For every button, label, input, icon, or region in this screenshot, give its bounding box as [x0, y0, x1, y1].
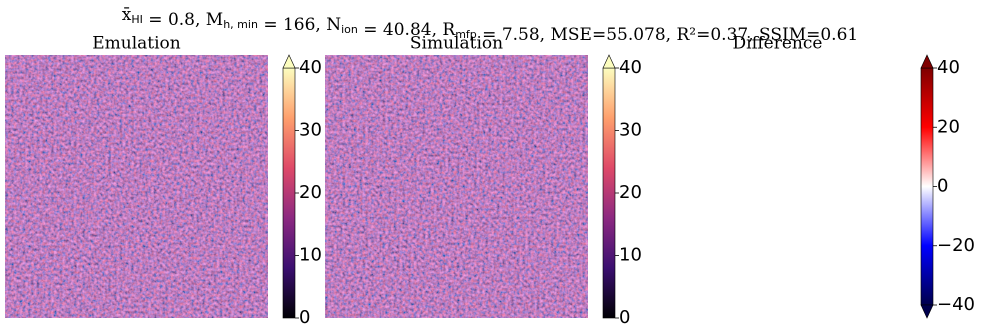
colorbar-tick-label: 0 [619, 307, 630, 327]
colorbar-tick-label: 20 [619, 182, 642, 203]
colorbar-tick-label: 10 [619, 245, 642, 266]
panel-title: Difference [733, 34, 823, 54]
colorbar-tick-label: 30 [299, 120, 322, 141]
colorbar-tick-label: 40 [619, 57, 642, 78]
panel-title: Simulation [410, 34, 503, 54]
panel-title: Emulation [92, 34, 181, 54]
title-text: = 7.58, MSE=55.078, R²=0.37, SSIM=0.61 [477, 25, 858, 45]
colorbar-tick-label: 0 [937, 176, 948, 197]
title-subscript: HI [131, 13, 143, 26]
colorbar-extend-top [602, 54, 616, 69]
colorbar-extend-top [282, 54, 296, 69]
title-subscript: mfp [455, 28, 477, 41]
colorbar-tick-label: 0 [299, 307, 310, 327]
colorbar [920, 67, 934, 306]
heatmap-texture [325, 55, 588, 318]
heatmap-image [645, 55, 910, 318]
colorbar-extend-bottom [920, 304, 934, 319]
colorbar [602, 67, 616, 319]
heatmap-texture [5, 55, 268, 318]
colorbar-tick-label: 10 [299, 245, 322, 266]
title-text: = 166, N [258, 15, 341, 35]
colorbar [282, 67, 296, 319]
colorbar-tick-label: 30 [619, 120, 642, 141]
title-text: x̄ [122, 5, 132, 25]
colorbar-tick-label: 20 [299, 182, 322, 203]
chart-title: x̄HI = 0.8, Mh, min = 166, Nion = 40.84,… [122, 5, 858, 45]
colorbar-extend-top [920, 54, 934, 69]
title-subscript: h, min [223, 18, 258, 31]
colorbar-tick-label: 40 [937, 57, 960, 78]
colorbar-tick-label: 40 [299, 57, 322, 78]
title-text: = 40.84, R [358, 20, 457, 40]
title-subscript: ion [341, 23, 358, 36]
colorbar-tick-label: −40 [937, 294, 975, 315]
colorbar-tick-label: 20 [937, 116, 960, 137]
title-text: = 0.8, M [143, 10, 223, 30]
colorbar-tick-label: −20 [937, 235, 975, 256]
